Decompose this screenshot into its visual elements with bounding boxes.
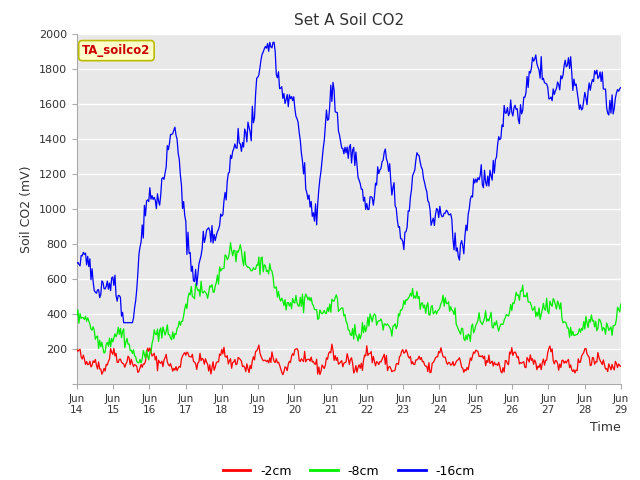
Y-axis label: Soil CO2 (mV): Soil CO2 (mV) [20, 165, 33, 252]
Text: TA_soilco2: TA_soilco2 [82, 44, 150, 57]
Title: Set A Soil CO2: Set A Soil CO2 [294, 13, 404, 28]
X-axis label: Time: Time [590, 421, 621, 434]
Legend: -2cm, -8cm, -16cm: -2cm, -8cm, -16cm [218, 460, 480, 480]
